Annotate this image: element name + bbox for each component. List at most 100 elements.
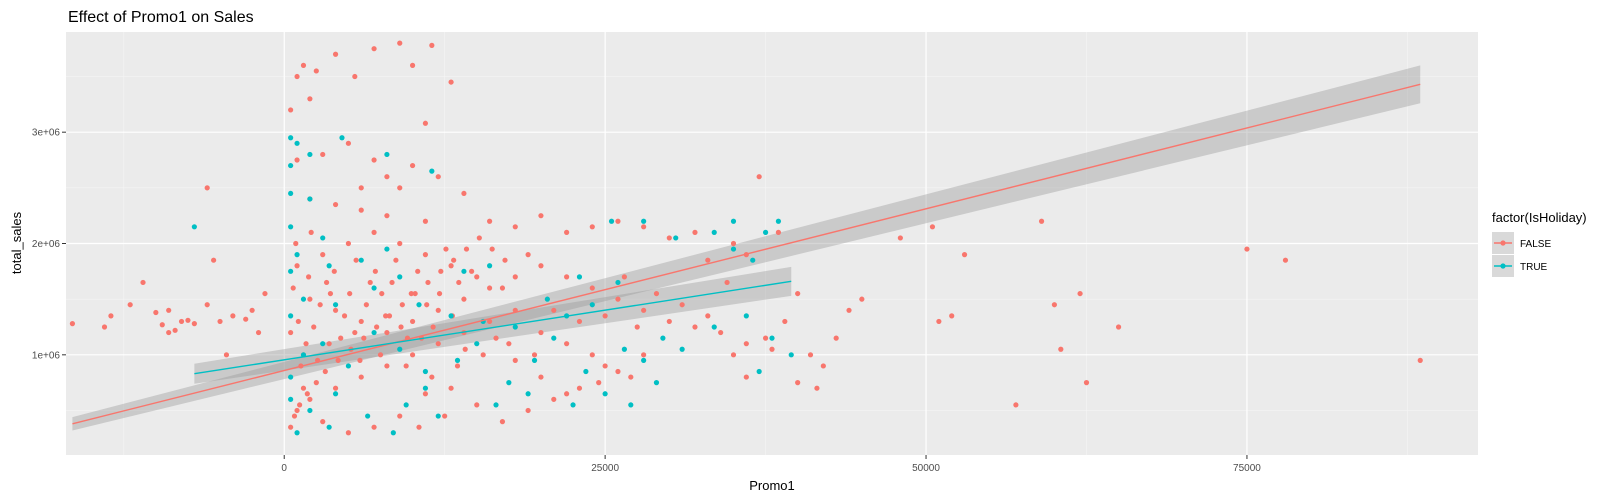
data-point-true: [673, 235, 679, 241]
data-point-false: [69, 321, 76, 327]
data-point-false: [506, 341, 512, 347]
data-point-true: [320, 235, 326, 241]
x-tick-label: 75000: [1233, 463, 1261, 474]
data-point-false: [397, 240, 403, 247]
data-point-false: [358, 185, 364, 191]
data-point-false: [371, 157, 377, 163]
data-point-false: [332, 385, 339, 391]
data-point-false: [1417, 357, 1423, 363]
data-point-false: [653, 290, 660, 297]
data-point-false: [288, 107, 294, 113]
data-point-false: [377, 352, 384, 358]
data-point-false: [412, 290, 418, 297]
data-point-true: [506, 380, 512, 386]
data-point-false: [576, 318, 583, 325]
data-point-false: [564, 274, 570, 280]
y-tick-label: 2e+06: [32, 239, 61, 250]
data-point-false: [596, 380, 602, 386]
data-point-false: [303, 341, 309, 347]
data-point-true: [474, 341, 480, 347]
data-point-false: [448, 385, 454, 391]
data-point-false: [846, 307, 852, 313]
data-point-false: [929, 224, 936, 230]
data-point-false: [743, 374, 749, 380]
data-point-false: [615, 296, 621, 302]
data-point-false: [538, 329, 544, 336]
data-point-false: [634, 324, 640, 330]
data-point-false: [172, 327, 178, 333]
data-point-false: [641, 307, 647, 313]
data-point-false: [949, 313, 955, 319]
trend-lines: [72, 83, 1421, 425]
data-point-false: [320, 419, 326, 425]
data-point-false: [961, 252, 968, 258]
data-point-true: [422, 368, 429, 375]
data-point-true: [384, 246, 390, 252]
data-point-false: [307, 396, 313, 402]
data-point-false: [705, 313, 711, 319]
legend-title: factor(IsHoliday): [1492, 210, 1587, 225]
data-point-false: [358, 374, 364, 380]
data-point-false: [564, 341, 570, 347]
data-point-false: [512, 357, 518, 363]
data-point-false: [666, 235, 672, 241]
data-point-false: [531, 352, 538, 358]
data-point-false: [448, 79, 454, 85]
data-point-true: [448, 313, 454, 319]
data-point-false: [320, 252, 326, 258]
data-point-false: [345, 430, 351, 436]
y-axis-title: total_sales: [9, 211, 24, 274]
data-point-true: [416, 302, 422, 308]
data-point-false: [371, 229, 377, 235]
data-point-true: [365, 413, 371, 419]
data-point-false: [399, 302, 405, 308]
data-point-true: [711, 324, 717, 330]
data-point-false: [108, 313, 114, 319]
data-point-false: [341, 313, 348, 319]
data-point-false: [307, 96, 313, 102]
data-point-false: [1244, 246, 1250, 252]
data-point-false: [320, 151, 326, 158]
data-point-false: [756, 174, 762, 180]
confidence-band-true: [194, 266, 792, 384]
data-point-false: [352, 329, 358, 336]
data-point-false: [383, 313, 389, 319]
data-point-true: [371, 329, 377, 336]
data-point-true: [288, 396, 294, 402]
data-point-false: [204, 185, 210, 191]
data-point-false: [469, 268, 475, 274]
data-point-false: [409, 318, 416, 325]
data-point-true: [371, 285, 377, 291]
data-point-false: [384, 329, 390, 336]
data-point-true: [512, 324, 518, 330]
data-point-false: [294, 157, 300, 163]
data-point-false: [335, 357, 341, 363]
data-point-false: [589, 352, 595, 358]
data-point-false: [327, 290, 334, 297]
data-point-false: [499, 285, 506, 291]
data-point-false: [795, 290, 801, 297]
x-tick-label: 25000: [591, 463, 619, 474]
data-point-false: [408, 290, 414, 297]
data-point-false: [416, 424, 422, 430]
data-point-false: [1115, 324, 1122, 330]
data-point-false: [1058, 346, 1064, 352]
data-point-false: [429, 374, 435, 380]
data-point-true: [294, 252, 300, 258]
data-point-true: [294, 430, 300, 436]
data-point-true: [288, 224, 294, 230]
data-point-false: [621, 274, 627, 280]
data-point-false: [705, 257, 711, 263]
data-point-false: [502, 257, 508, 263]
data-point-true: [487, 263, 493, 269]
data-point-false: [372, 268, 378, 274]
data-point-true: [326, 263, 332, 269]
data-point-false: [294, 263, 300, 269]
data-point-false: [807, 352, 814, 358]
data-point-false: [525, 407, 531, 414]
data-point-true: [397, 274, 403, 280]
data-point-false: [288, 329, 294, 336]
data-point-false: [295, 318, 301, 325]
data-point-false: [730, 240, 737, 247]
